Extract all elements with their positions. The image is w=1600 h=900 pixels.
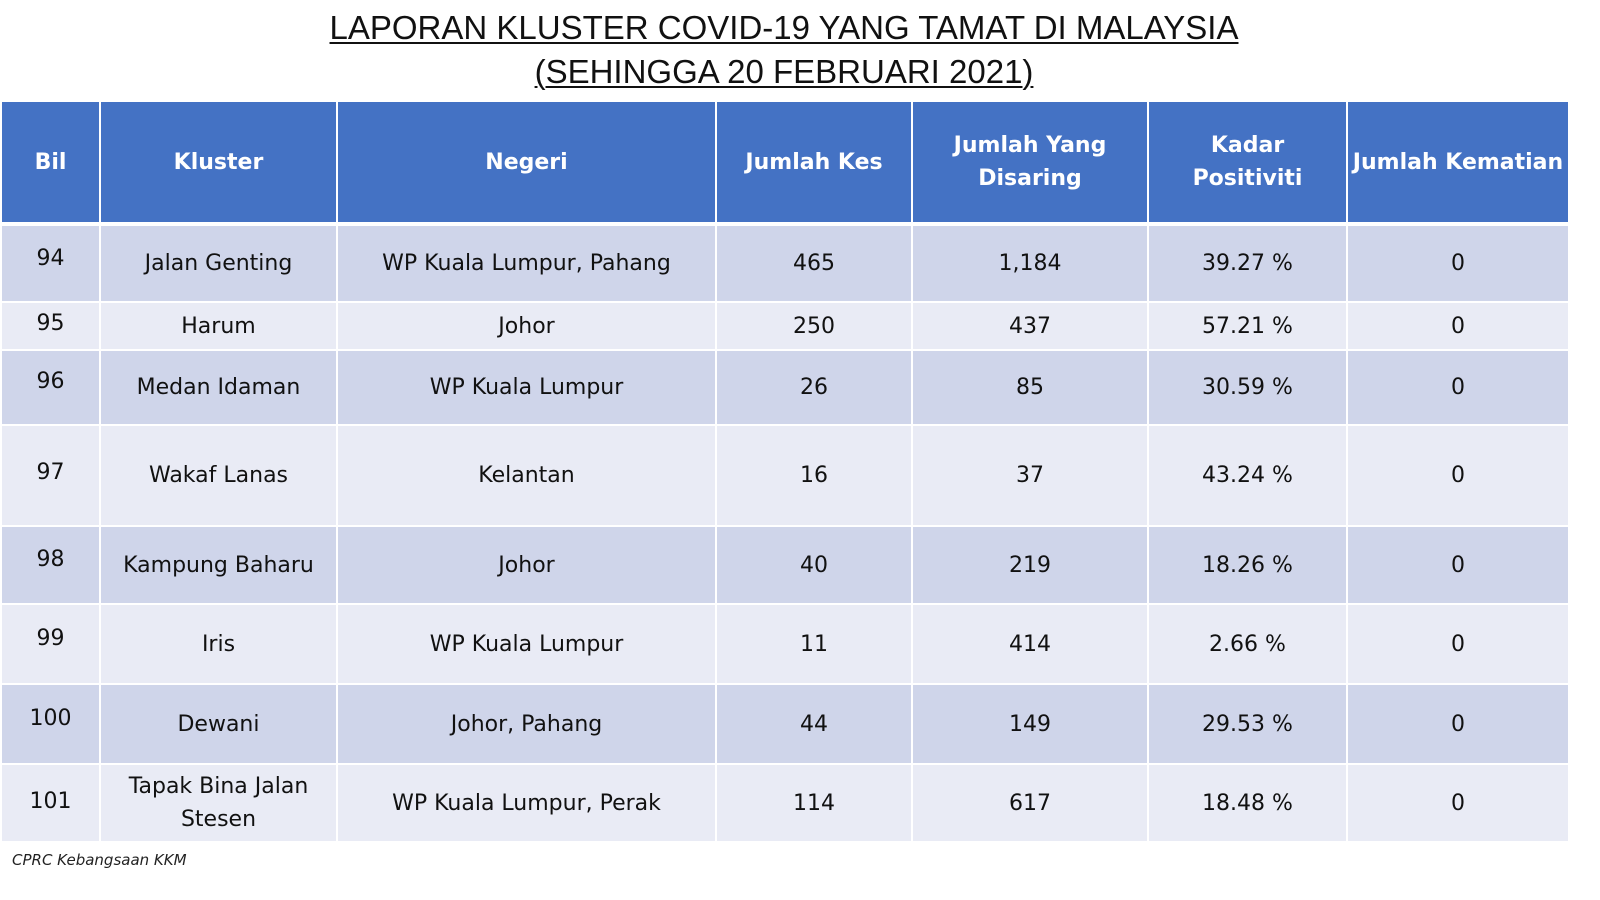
table-row: 99 Iris WP Kuala Lumpur 11 414 2.66 % 0 [0, 603, 1570, 685]
cell-jumlah-kematian: 0 [1346, 424, 1570, 527]
cell-negeri: Kelantan [336, 424, 717, 527]
cell-kluster: Iris [99, 603, 338, 685]
cell-kadar-positiviti: 18.26 % [1147, 525, 1348, 605]
cell-kluster: Medan Idaman [99, 349, 338, 426]
cell-negeri: WP Kuala Lumpur, Perak [336, 763, 717, 843]
cell-jumlah-kes: 11 [715, 603, 913, 685]
cell-negeri: Johor [336, 301, 717, 351]
cell-kluster: Jalan Genting [99, 223, 338, 303]
cell-kluster: Harum [99, 301, 338, 351]
cell-bil: 94 [0, 223, 101, 303]
cell-jumlah-disaring: 149 [911, 683, 1149, 765]
report-title: LAPORAN KLUSTER COVID-19 YANG TAMAT DI M… [0, 6, 1568, 94]
cell-negeri: Johor [336, 525, 717, 605]
cell-bil: 101 [0, 763, 101, 843]
cell-negeri: WP Kuala Lumpur, Pahang [336, 223, 717, 303]
cell-kadar-positiviti: 18.48 % [1147, 763, 1348, 843]
table-row: 97 Wakaf Lanas Kelantan 16 37 43.24 % 0 [0, 424, 1570, 527]
table-row: 95 Harum Johor 250 437 57.21 % 0 [0, 301, 1570, 351]
cell-jumlah-disaring: 617 [911, 763, 1149, 843]
cell-jumlah-kes: 44 [715, 683, 913, 765]
table-row: 96 Medan Idaman WP Kuala Lumpur 26 85 30… [0, 349, 1570, 426]
cell-jumlah-kematian: 0 [1346, 223, 1570, 303]
cell-jumlah-kematian: 0 [1346, 525, 1570, 605]
cell-jumlah-kes: 40 [715, 525, 913, 605]
cell-jumlah-disaring: 437 [911, 301, 1149, 351]
cell-jumlah-disaring: 219 [911, 525, 1149, 605]
table-row: 100 Dewani Johor, Pahang 44 149 29.53 % … [0, 683, 1570, 765]
table-row: 98 Kampung Baharu Johor 40 219 18.26 % 0 [0, 525, 1570, 605]
cell-jumlah-kematian: 0 [1346, 349, 1570, 426]
col-header-kadar-positiviti: Kadar Positiviti [1147, 100, 1348, 225]
cell-bil: 97 [0, 424, 101, 527]
cell-kadar-positiviti: 29.53 % [1147, 683, 1348, 765]
cell-kluster: Wakaf Lanas [99, 424, 338, 527]
cell-kluster: Tapak Bina Jalan Stesen [99, 763, 338, 843]
cell-jumlah-kes: 16 [715, 424, 913, 527]
cell-jumlah-kematian: 0 [1346, 603, 1570, 685]
cell-bil: 100 [0, 683, 101, 765]
cell-negeri: WP Kuala Lumpur [336, 603, 717, 685]
cell-jumlah-kematian: 0 [1346, 683, 1570, 765]
cell-kluster: Dewani [99, 683, 338, 765]
cell-kadar-positiviti: 39.27 % [1147, 223, 1348, 303]
cell-bil: 96 [0, 349, 101, 426]
cell-bil: 95 [0, 301, 101, 351]
col-header-jumlah-disaring: Jumlah Yang Disaring [911, 100, 1149, 225]
cell-bil: 99 [0, 603, 101, 685]
col-header-bil: Bil [0, 100, 101, 225]
cell-kadar-positiviti: 43.24 % [1147, 424, 1348, 527]
cluster-table: Bil Kluster Negeri Jumlah Kes Jumlah Yan… [0, 100, 1570, 843]
cell-jumlah-kematian: 0 [1346, 763, 1570, 843]
source-credit: CPRC Kebangsaan KKM [12, 851, 187, 869]
col-header-negeri: Negeri [336, 100, 717, 225]
cell-jumlah-kes: 465 [715, 223, 913, 303]
report-title-line1: LAPORAN KLUSTER COVID-19 YANG TAMAT DI M… [329, 9, 1239, 46]
cell-kadar-positiviti: 2.66 % [1147, 603, 1348, 685]
cell-jumlah-disaring: 85 [911, 349, 1149, 426]
col-header-jumlah-kematian: Jumlah Kematian [1346, 100, 1570, 225]
cell-kadar-positiviti: 30.59 % [1147, 349, 1348, 426]
table-row: 101 Tapak Bina Jalan Stesen WP Kuala Lum… [0, 763, 1570, 843]
cell-kluster: Kampung Baharu [99, 525, 338, 605]
cell-jumlah-kes: 114 [715, 763, 913, 843]
cell-jumlah-disaring: 37 [911, 424, 1149, 527]
cell-jumlah-kes: 26 [715, 349, 913, 426]
col-header-kluster: Kluster [99, 100, 338, 225]
cell-jumlah-disaring: 1,184 [911, 223, 1149, 303]
cell-jumlah-disaring: 414 [911, 603, 1149, 685]
cell-kadar-positiviti: 57.21 % [1147, 301, 1348, 351]
header-row: Bil Kluster Negeri Jumlah Kes Jumlah Yan… [0, 100, 1570, 225]
cell-negeri: WP Kuala Lumpur [336, 349, 717, 426]
table-header: Bil Kluster Negeri Jumlah Kes Jumlah Yan… [0, 100, 1570, 225]
col-header-jumlah-kes: Jumlah Kes [715, 100, 913, 225]
cell-bil: 98 [0, 525, 101, 605]
table-row: 94 Jalan Genting WP Kuala Lumpur, Pahang… [0, 223, 1570, 303]
cell-negeri: Johor, Pahang [336, 683, 717, 765]
report-title-line2: (SEHINGGA 20 FEBRUARI 2021) [534, 53, 1034, 90]
table-body: 94 Jalan Genting WP Kuala Lumpur, Pahang… [0, 223, 1570, 843]
cell-jumlah-kematian: 0 [1346, 301, 1570, 351]
cell-jumlah-kes: 250 [715, 301, 913, 351]
